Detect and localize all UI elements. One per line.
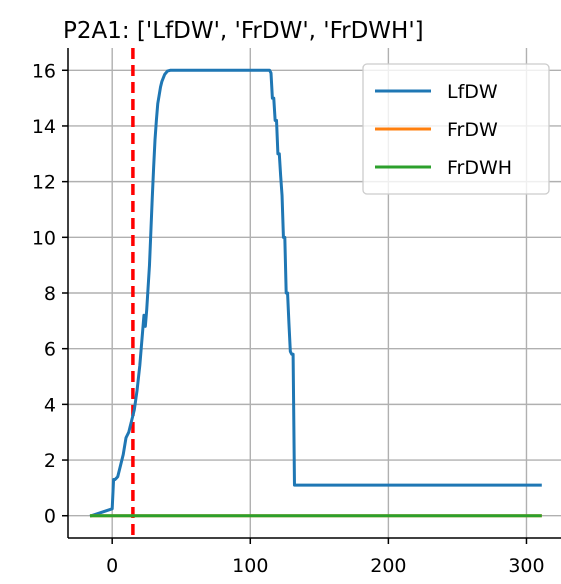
x-tick-label: 0 (106, 555, 118, 577)
y-tick-label: 4 (44, 394, 56, 416)
legend: LfDW FrDW FrDWH (362, 63, 550, 195)
x-tick-label: 300 (508, 555, 544, 577)
series-line-lfdw (89, 68, 542, 518)
y-axis-ticks: 0 2 4 6 8 10 12 14 16 (32, 60, 68, 528)
y-tick-label: 10 (32, 227, 56, 249)
y-tick-label: 12 (32, 172, 56, 194)
y-tick-label: 8 (44, 283, 56, 305)
legend-label-lfdw: LfDW (447, 81, 498, 103)
x-tick-label: 100 (232, 555, 268, 577)
x-axis-ticks: 0 100 200 300 (106, 538, 545, 577)
y-tick-label: 14 (32, 116, 56, 138)
legend-label-frdwh: FrDWH (447, 157, 512, 179)
y-tick-label: 6 (44, 339, 56, 361)
x-tick-label: 200 (370, 555, 406, 577)
legend-box (362, 63, 550, 195)
y-tick-label: 16 (32, 60, 56, 82)
series-lines (89, 68, 542, 518)
y-tick-label: 2 (44, 450, 56, 472)
legend-label-frdw: FrDW (447, 119, 498, 141)
y-tick-label: 0 (44, 506, 56, 528)
chart-title: P2A1: ['LfDW', 'FrDW', 'FrDWH'] (63, 18, 424, 44)
